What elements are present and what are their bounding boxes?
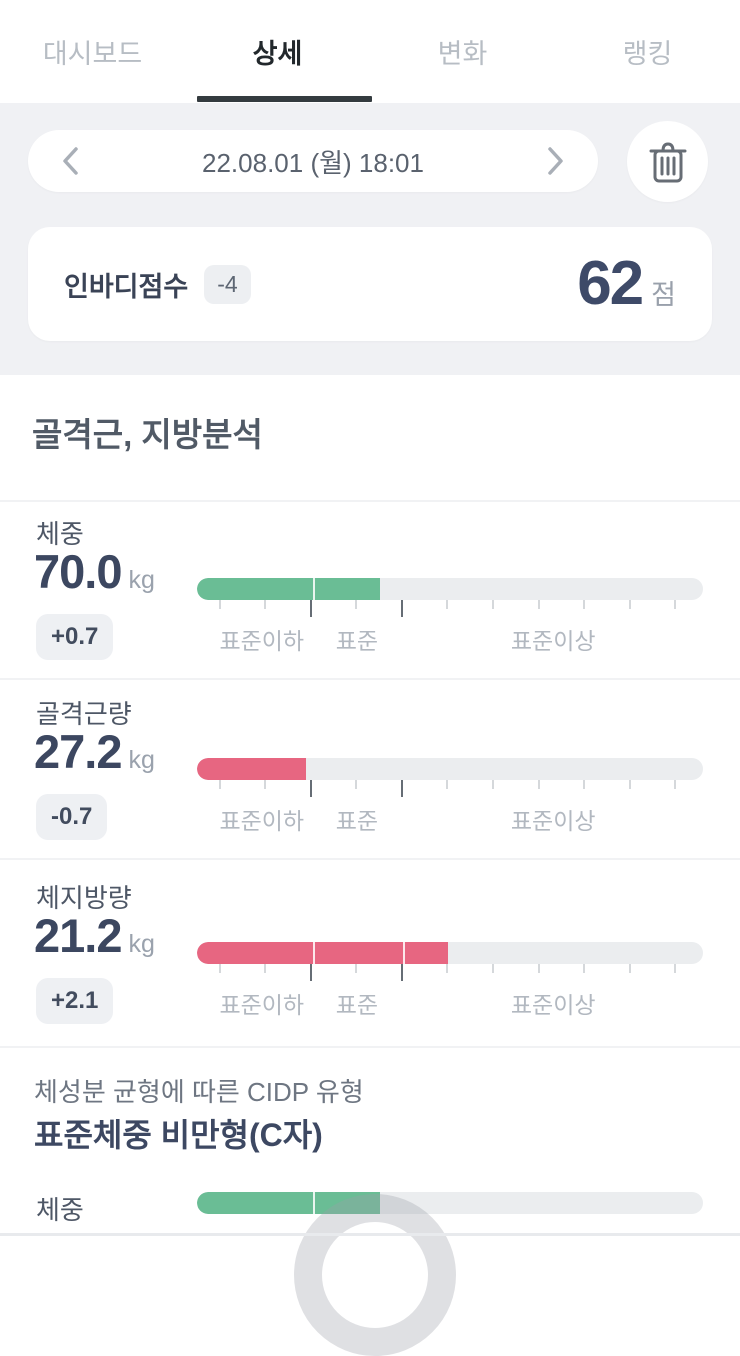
tab-ranking[interactable]: 랭킹 [622,39,673,69]
divider [0,1046,740,1048]
metric-delta-badge: +0.7 [36,614,114,660]
bar-segment-divider [312,578,315,600]
major-tick [309,964,312,981]
minor-tick [218,964,221,973]
minor-tick [355,780,358,789]
scale-label-above: 표준이상 [510,808,596,834]
range-bar: 표준이하 표준 표준이상 [197,942,703,1018]
minor-tick [492,964,494,973]
minor-tick [446,600,449,609]
date-navigator: 22.08.01 (월) 18:01 [28,130,598,192]
minor-tick [628,780,631,789]
trash-icon [647,139,689,185]
section-title: 골격근, 지방분석 [32,416,263,453]
metric-name: 체중 [36,519,84,549]
bar-segment-divider [402,942,405,964]
minor-tick [218,600,221,609]
metric-delta-badge: -0.7 [36,794,108,840]
minor-tick [446,964,449,973]
minor-tick [628,964,631,973]
scale-label-below: 표준이하 [219,992,305,1018]
cidp-type-title: 표준체중 비만형(C자) [34,1117,323,1153]
inbody-score-card: 인바디점수 -4 62 점 [28,227,712,341]
divider [0,858,740,860]
score-delta-badge: -4 [204,264,251,304]
chevron-right-icon[interactable] [538,144,572,178]
minor-tick [446,780,449,789]
metric-value: 70.0 [34,545,122,598]
scale-label-standard: 표준 [335,808,379,834]
bar-fill [197,942,448,964]
scale-label-below: 표준이하 [219,808,305,834]
major-tick [400,780,403,797]
minor-tick [355,964,358,973]
tab-dashboard[interactable]: 대시보드 [42,39,143,69]
minor-tick [674,780,677,789]
bar-fill [197,578,381,600]
minor-tick [264,964,267,973]
metric-name: 체지방량 [36,883,132,913]
range-bar: 표준이하 표준 표준이상 [197,758,703,834]
bar-fill [197,758,306,780]
minor-tick [492,780,494,789]
metric-row-bodyfat: 체지방량 21.2 kg +2.1 표준이하 표준 표준이상 [0,874,740,1044]
major-tick [309,780,312,797]
metric-delta-badge: +2.1 [36,978,114,1024]
minor-tick [355,600,358,609]
metric-row-weight: 체중 70.0 kg +0.7 표준이하 표준 표준이상 [0,510,740,680]
metric-value: 27.2 [34,725,122,778]
score-unit: 점 [651,280,676,310]
bar-fill [197,1192,381,1214]
inbody-score-value: 62 [577,249,644,318]
minor-tick [537,600,540,609]
range-bar: 표준이하 표준 표준이상 [197,578,703,654]
minor-tick [628,600,631,609]
minor-tick [583,780,586,789]
tab-change[interactable]: 변화 [437,39,488,69]
major-tick [400,964,403,981]
minor-tick [583,964,586,973]
divider [0,500,740,502]
minor-tick [218,780,221,789]
range-bar [197,1192,703,1214]
divider [0,1233,740,1236]
metric-name: 골격근량 [36,699,132,729]
metric-unit: kg [128,930,155,958]
active-tab-underline [197,96,372,102]
scale-label-standard: 표준 [335,992,379,1018]
bar-segment-divider [312,942,315,964]
c-shape-watermark [294,1194,456,1356]
measurement-datetime: 22.08.01 (월) 18:01 [202,147,424,178]
tab-bar: 대시보드 상세 변화 랭킹 [0,0,740,103]
minor-tick [492,600,494,609]
metric-unit: kg [128,566,155,594]
bar-segment-divider [312,1192,315,1214]
metric-row-muscle: 골격근량 27.2 kg -0.7 표준이하 표준 표준이상 [0,690,740,860]
minor-tick [537,780,540,789]
minor-tick [674,600,677,609]
major-tick [400,600,403,617]
score-label: 인바디점수 [64,271,189,302]
delete-record-button[interactable] [627,121,708,202]
chevron-left-icon[interactable] [54,144,88,178]
scale-label-above: 표준이상 [510,992,596,1018]
major-tick [309,600,312,617]
tab-detail[interactable]: 상세 [252,39,303,69]
divider [0,678,740,680]
cidp-metric-name: 체중 [36,1195,84,1225]
minor-tick [537,964,540,973]
scale-label-standard: 표준 [335,628,379,654]
cidp-subtitle: 체성분 균형에 따른 CIDP 유형 [34,1077,364,1107]
scale-label-below: 표준이하 [219,628,305,654]
minor-tick [674,964,677,973]
minor-tick [264,600,267,609]
minor-tick [583,600,586,609]
metric-value: 21.2 [34,909,122,962]
scale-label-above: 표준이상 [510,628,596,654]
metric-unit: kg [128,746,155,774]
minor-tick [264,780,267,789]
